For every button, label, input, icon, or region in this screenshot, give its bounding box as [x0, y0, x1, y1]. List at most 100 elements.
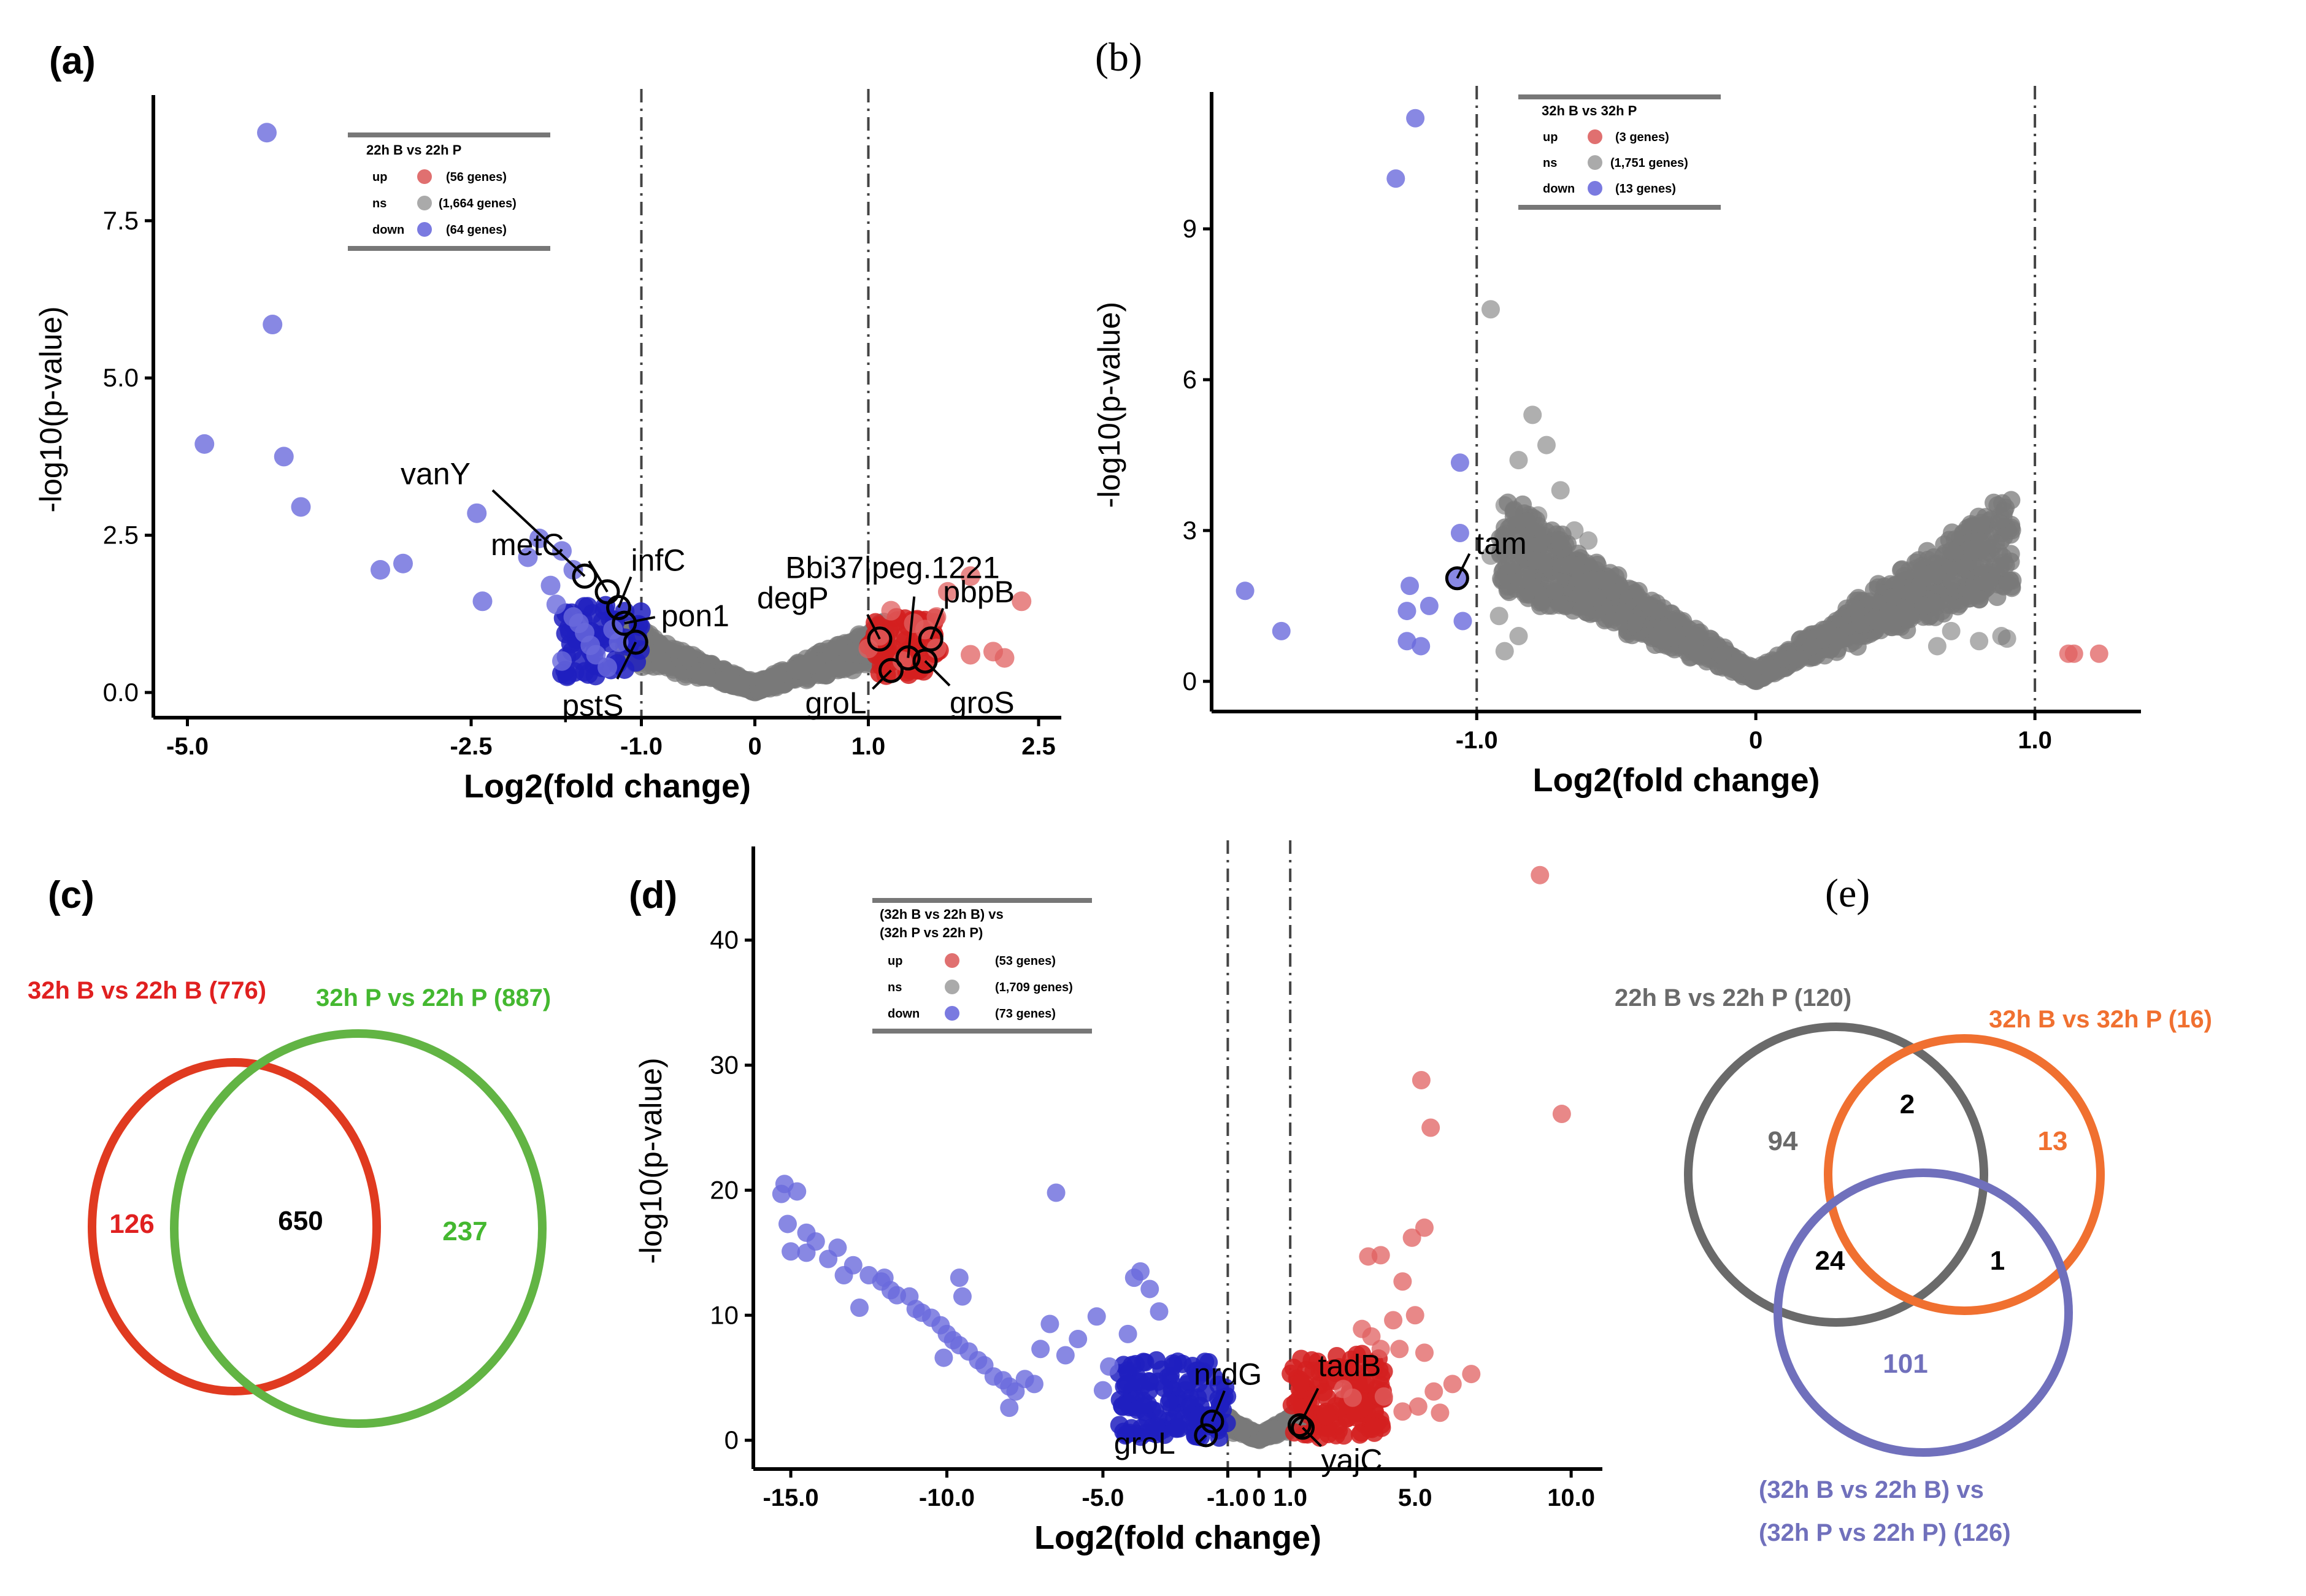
- gene-leader-line: [872, 669, 892, 690]
- up-point: [881, 600, 901, 621]
- legend-dot-ns: [1588, 155, 1602, 170]
- legend-dot-up: [945, 953, 959, 968]
- down-point: [552, 651, 572, 671]
- gene-label: groS: [950, 686, 1015, 720]
- y-tick-label: 9: [1183, 214, 1197, 243]
- ns-point: [1937, 595, 1956, 614]
- ns-point: [1914, 596, 1933, 615]
- legend-dot-up: [1588, 129, 1602, 144]
- legend-title: 22h B vs 22h P: [366, 142, 461, 158]
- up-point: [1531, 865, 1550, 884]
- ns-point: [720, 667, 740, 687]
- x-tick-label: 1.0: [851, 733, 886, 760]
- up-point: [1393, 1272, 1412, 1291]
- up-point: [1291, 1373, 1310, 1392]
- legend-dot-ns: [417, 196, 432, 210]
- down-point: [1148, 1372, 1167, 1391]
- down-point: [1116, 1375, 1135, 1394]
- up-point: [1462, 1365, 1481, 1384]
- ns-point: [1816, 620, 1835, 639]
- ns-point: [786, 659, 807, 680]
- ns-point: [1880, 612, 1899, 631]
- down-point: [263, 315, 283, 335]
- x-tick-label: -1.0: [1207, 1484, 1249, 1511]
- ns-point: [1496, 524, 1515, 543]
- x-axis-title: Log2(fold change): [1533, 762, 1820, 799]
- gene-leader-line: [1199, 1434, 1207, 1443]
- down-point: [274, 447, 294, 467]
- up-point: [2064, 644, 2083, 663]
- down-points: [194, 123, 629, 677]
- down-point: [778, 1214, 797, 1233]
- down-point: [782, 1242, 801, 1261]
- up-point: [1443, 1375, 1462, 1394]
- legend-title-line2: (32h P vs 22h P): [880, 925, 983, 940]
- ns-point: [1566, 556, 1585, 575]
- venn-c-region-ab: 650: [278, 1206, 323, 1236]
- x-tick-label: 5.0: [1398, 1484, 1432, 1511]
- down-point: [772, 1184, 791, 1203]
- down-point: [1412, 637, 1431, 656]
- up-point: [904, 613, 924, 634]
- legend-dot-down: [1588, 181, 1602, 196]
- gene-label: Bbi37|peg.1221: [785, 551, 999, 585]
- down-point: [1047, 1183, 1066, 1202]
- up-point: [938, 581, 958, 602]
- up-point: [1384, 1311, 1403, 1330]
- gene-highlight-circle: [572, 563, 598, 589]
- ns-point: [1509, 451, 1528, 470]
- down-point: [1100, 1357, 1119, 1376]
- gene-leader-line: [491, 489, 586, 577]
- down-point: [1131, 1372, 1150, 1391]
- y-tick-label: 5.0: [103, 363, 139, 392]
- x-axis-title: Log2(fold change): [464, 768, 751, 805]
- venn-e-region-13: 24: [1815, 1246, 1845, 1276]
- panel-b-legend: 32h B vs 32h P up (3 genes) ns (1,751 ge…: [1518, 94, 1721, 210]
- gene-leader-line: [624, 616, 656, 625]
- legend-dot-up: [417, 169, 432, 184]
- up-point: [1415, 1343, 1434, 1362]
- gene-label: metC: [491, 528, 564, 562]
- down-point: [1139, 1395, 1158, 1414]
- legend-key-ns: ns: [1543, 156, 1557, 170]
- ns-point: [1527, 551, 1546, 570]
- ns-point: [1518, 566, 1537, 585]
- ns-point: [1882, 588, 1901, 607]
- x-tick-label: 10.0: [1547, 1484, 1595, 1511]
- gene-label: pstS: [562, 688, 623, 723]
- ns-point: [1608, 612, 1628, 631]
- ns-point: [1639, 598, 1658, 617]
- x-tick-label: 0: [1749, 727, 1762, 754]
- venn-e-set2-label: 32h B vs 32h P (16): [1989, 1006, 2212, 1033]
- down-point: [194, 434, 215, 454]
- y-tick-label: 0: [1183, 667, 1197, 696]
- y-axis-title: -log10(p-value): [634, 1057, 668, 1264]
- legend-key-up: up: [1543, 131, 1558, 144]
- down-point: [631, 602, 651, 623]
- gene-label: groL: [1114, 1426, 1175, 1460]
- down-point: [1177, 1375, 1196, 1394]
- venn-e-region-12: 2: [1900, 1089, 1915, 1119]
- up-point: [858, 639, 878, 659]
- ns-point: [1986, 534, 2005, 553]
- ns-point: [1583, 570, 1602, 589]
- x-tick-label: -15.0: [763, 1484, 818, 1511]
- ns-point: [1734, 656, 1753, 675]
- gene-leader-line: [617, 576, 632, 608]
- panel-d-legend: (32h B vs 22h B) vs (32h P vs 22h P) up …: [872, 898, 1092, 1034]
- legend-count-up: (56 genes): [446, 171, 507, 184]
- down-point: [1093, 1381, 1112, 1400]
- down-point: [546, 594, 566, 615]
- y-tick-label: 0: [724, 1425, 739, 1454]
- panel-b: (b) -1.0 0 1.0 0 3 6 9 Log2(fold change) -log10(…: [1092, 35, 2141, 799]
- gene-leader-line: [929, 608, 945, 640]
- down-point: [1056, 1346, 1075, 1365]
- venn-e-set3-circle: [1774, 1168, 2073, 1457]
- venn-c-set1-circle: [88, 1058, 381, 1395]
- ns-point: [1927, 637, 1947, 656]
- down-point: [467, 503, 487, 523]
- legend-dot-down: [945, 1006, 959, 1021]
- up-point: [1402, 1228, 1421, 1247]
- legend-count-down: (13 genes): [1615, 182, 1676, 196]
